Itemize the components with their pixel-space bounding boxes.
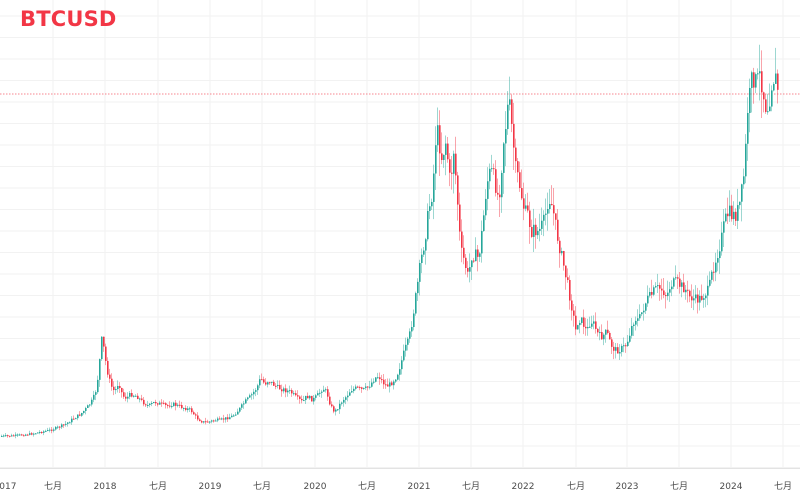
x-tick-label: 七月 [670,481,688,492]
gridlines [0,0,800,469]
x-tick-label: 2020 [304,482,327,492]
x-tick-label: 2024 [720,482,743,492]
x-tick-label: 七月 [774,481,792,492]
x-tick-label: 七月 [462,481,480,492]
candles [1,44,779,439]
x-tick-label: 七月 [253,481,271,492]
x-tick-label: 七月 [44,481,62,492]
x-tick-label: 七月 [567,481,585,492]
x-tick-label: 七月 [358,481,376,492]
x-tick-label: 2017 [0,482,16,492]
x-axis: 2017 七月 2018 七月 2019 七月 2020 七月 2021 七月 2022 七月 2023… [0,481,792,492]
x-tick-label: 2022 [512,482,535,492]
symbol-title: BTCUSD [20,7,117,31]
x-tick-label: 2023 [616,482,639,492]
x-tick-label: 七月 [149,481,167,492]
x-tick-label: 2021 [408,482,431,492]
x-tick-label: 2019 [199,482,222,492]
x-tick-label: 2018 [94,482,117,492]
